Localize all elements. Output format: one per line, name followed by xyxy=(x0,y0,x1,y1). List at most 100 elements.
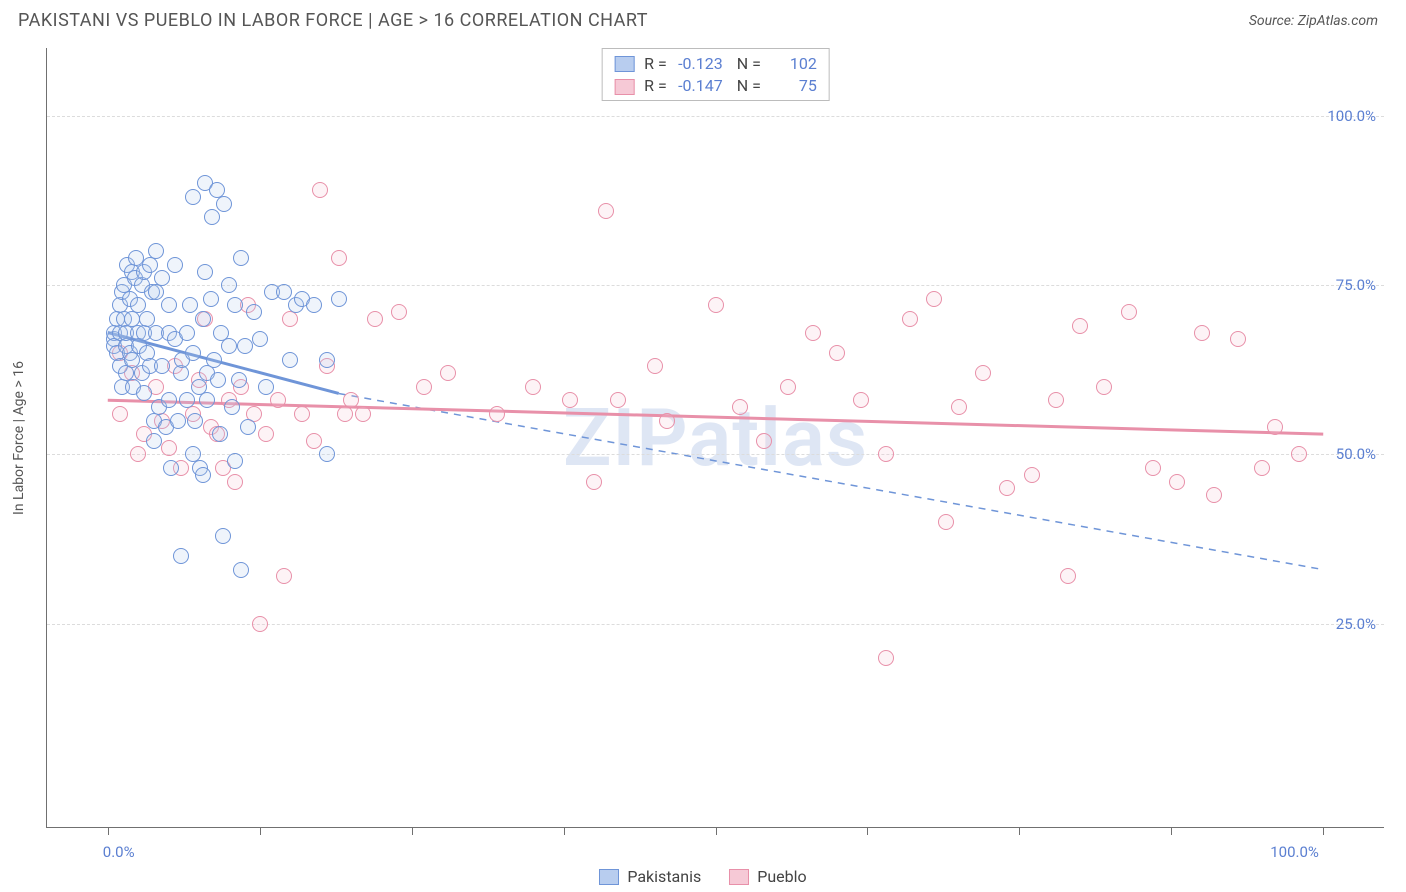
data-point xyxy=(224,399,240,415)
data-point xyxy=(233,562,249,578)
data-point xyxy=(355,406,371,422)
x-tick xyxy=(412,827,413,835)
data-point xyxy=(233,250,249,266)
data-point xyxy=(197,264,213,280)
data-point xyxy=(926,291,942,307)
data-point xyxy=(306,433,322,449)
data-point xyxy=(246,304,262,320)
data-point xyxy=(319,446,335,462)
data-point xyxy=(805,325,821,341)
data-point xyxy=(1048,392,1064,408)
x-tick xyxy=(1019,827,1020,835)
data-point xyxy=(170,413,186,429)
data-point xyxy=(878,650,894,666)
data-point xyxy=(112,406,128,422)
x-tick xyxy=(108,827,109,835)
data-point xyxy=(659,413,675,429)
data-point xyxy=(130,446,146,462)
data-point xyxy=(163,460,179,476)
data-point xyxy=(227,297,243,313)
data-point xyxy=(270,392,286,408)
data-point xyxy=(204,209,220,225)
data-point xyxy=(562,392,578,408)
data-point xyxy=(185,345,201,361)
scatter-chart: In Labor Force | Age > 16 R = -0.123 N =… xyxy=(46,48,1384,828)
legend-label-1: Pakistanis xyxy=(627,867,701,886)
data-point xyxy=(136,385,152,401)
data-point xyxy=(878,446,894,462)
legend: Pakistanis Pueblo xyxy=(0,867,1406,886)
data-point xyxy=(708,297,724,313)
data-point xyxy=(319,352,335,368)
x-tick xyxy=(1323,827,1324,835)
data-point xyxy=(647,358,663,374)
data-point xyxy=(161,440,177,456)
data-point xyxy=(780,379,796,395)
data-point xyxy=(1169,474,1185,490)
swatch-series-2 xyxy=(614,79,634,95)
correlation-stats-box: R = -0.123 N = 102 R = -0.147 N = 75 xyxy=(601,48,830,101)
data-point xyxy=(216,196,232,212)
legend-label-2: Pueblo xyxy=(757,867,806,886)
data-point xyxy=(1072,318,1088,334)
gridline-h xyxy=(47,116,1384,117)
legend-item-pueblo: Pueblo xyxy=(729,867,806,886)
n-value-2: 75 xyxy=(765,75,817,97)
r-value-1: -0.123 xyxy=(671,53,723,75)
data-point xyxy=(210,372,226,388)
data-point xyxy=(610,392,626,408)
data-point xyxy=(1024,467,1040,483)
data-point xyxy=(598,203,614,219)
data-point xyxy=(187,413,203,429)
data-point xyxy=(938,514,954,530)
data-point xyxy=(1206,487,1222,503)
data-point xyxy=(276,568,292,584)
data-point xyxy=(586,474,602,490)
data-point xyxy=(1267,419,1283,435)
data-point xyxy=(951,399,967,415)
data-point xyxy=(343,392,359,408)
n-value-1: 102 xyxy=(765,53,817,75)
data-point xyxy=(1060,568,1076,584)
data-point xyxy=(440,365,456,381)
data-point xyxy=(215,528,231,544)
x-tick xyxy=(1171,827,1172,835)
data-point xyxy=(367,311,383,327)
legend-swatch-1 xyxy=(599,869,619,885)
data-point xyxy=(902,311,918,327)
r-value-2: -0.147 xyxy=(671,75,723,97)
x-tick xyxy=(564,827,565,835)
data-point xyxy=(199,392,215,408)
legend-swatch-2 xyxy=(729,869,749,885)
data-point xyxy=(489,406,505,422)
data-point xyxy=(206,352,222,368)
data-point xyxy=(416,379,432,395)
y-tick-label: 25.0% xyxy=(1336,615,1376,633)
y-tick-label: 75.0% xyxy=(1336,276,1376,294)
watermark: ZIPatlas xyxy=(563,391,868,485)
x-axis-max-label: 100.0% xyxy=(1270,843,1319,861)
data-point xyxy=(294,406,310,422)
data-point xyxy=(227,474,243,490)
data-point xyxy=(231,372,247,388)
data-point xyxy=(195,467,211,483)
data-point xyxy=(282,352,298,368)
data-point xyxy=(306,297,322,313)
data-point xyxy=(173,548,189,564)
data-point xyxy=(312,182,328,198)
trend-lines xyxy=(47,48,1384,827)
data-point xyxy=(276,284,292,300)
data-point xyxy=(525,379,541,395)
data-point xyxy=(1121,304,1137,320)
x-tick xyxy=(716,827,717,835)
y-tick-label: 50.0% xyxy=(1336,445,1376,463)
y-axis-label: In Labor Force | Age > 16 xyxy=(11,361,27,515)
data-point xyxy=(732,399,748,415)
gridline-h xyxy=(47,285,1384,286)
source-attribution: Source: ZipAtlas.com xyxy=(1249,13,1378,29)
chart-title: PAKISTANI VS PUEBLO IN LABOR FORCE | AGE… xyxy=(18,10,648,31)
data-point xyxy=(829,345,845,361)
data-point xyxy=(1145,460,1161,476)
y-tick-label: 100.0% xyxy=(1327,107,1376,125)
data-point xyxy=(1291,446,1307,462)
